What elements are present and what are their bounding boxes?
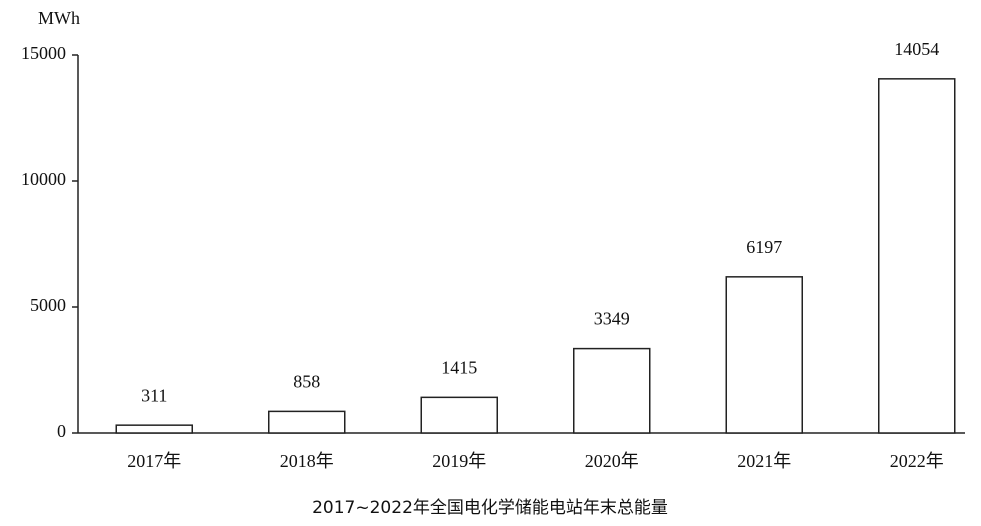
bar	[115, 424, 193, 434]
value-label: 311	[141, 385, 167, 405]
bar	[725, 276, 803, 434]
value-label: 3349	[594, 309, 630, 329]
bar	[420, 396, 498, 434]
y-tick-label: 10000	[21, 169, 66, 189]
chart-title: 2017~2022年全国电化学储能电站年末总能量	[312, 498, 668, 518]
x-tick-label: 2017年	[127, 451, 181, 471]
value-label: 14054	[894, 39, 939, 59]
y-axis-label: MWh	[38, 8, 80, 28]
value-label: 1415	[441, 357, 477, 377]
x-tick-label: 2018年	[280, 451, 334, 471]
bar	[573, 347, 651, 434]
y-tick-label: 15000	[21, 43, 66, 63]
bar	[268, 410, 346, 434]
y-tick-label: 5000	[30, 295, 66, 315]
x-tick-label: 2022年	[890, 451, 944, 471]
value-label: 6197	[746, 237, 782, 257]
y-tick-label: 0	[57, 421, 66, 441]
x-tick-label: 2019年	[432, 451, 486, 471]
value-label: 858	[293, 372, 320, 392]
bar	[878, 78, 956, 434]
x-tick-label: 2021年	[737, 451, 791, 471]
x-tick-label: 2020年	[585, 451, 639, 471]
